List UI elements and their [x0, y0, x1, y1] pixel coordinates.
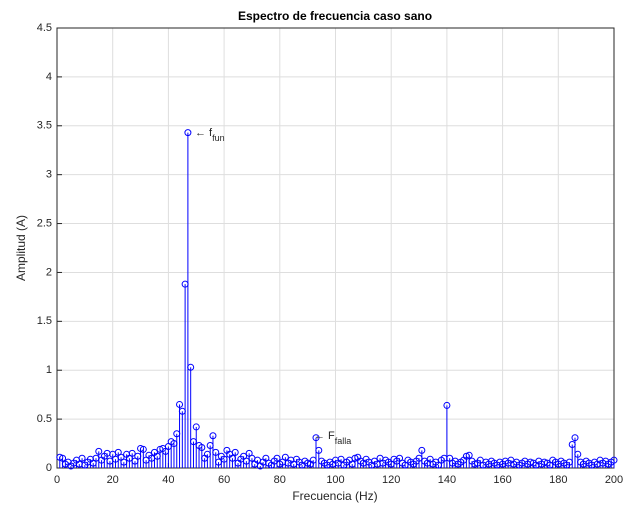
stem-marker: [209, 432, 217, 440]
stem-marker: [574, 450, 582, 458]
x-tick-label: 160: [493, 474, 511, 486]
stem-marker: [312, 434, 320, 442]
x-tick-label: 60: [218, 474, 230, 486]
stem-marker: [610, 456, 618, 464]
stem-marker: [198, 443, 206, 451]
y-tick-label: 2.5: [37, 217, 52, 229]
stem-marker: [418, 446, 426, 454]
x-tick-label: 120: [382, 474, 400, 486]
y-tick-label: 3.5: [37, 120, 52, 132]
stem-marker: [571, 434, 579, 442]
annotation: ← ffun: [195, 127, 225, 143]
stem-marker: [465, 451, 473, 459]
x-tick-label: 100: [326, 474, 344, 486]
stem-marker: [128, 449, 136, 457]
x-tick-label: 0: [54, 474, 60, 486]
stem-marker: [192, 423, 200, 431]
stem-marker: [187, 363, 195, 371]
annotation: ← Ffalla: [314, 430, 351, 446]
stem-marker: [443, 401, 451, 409]
annotation-subscript: falla: [335, 436, 352, 446]
x-axis-label: Frecuencia (Hz): [292, 489, 377, 503]
stem-marker: [139, 445, 147, 453]
stem-marker: [231, 448, 239, 456]
x-tick-label: 80: [274, 474, 286, 486]
stem-marker: [176, 400, 184, 408]
annotation-subscript: fun: [212, 133, 225, 143]
x-tick-label: 140: [438, 474, 456, 486]
x-tick-label: 20: [107, 474, 119, 486]
stem-marker: [315, 446, 323, 454]
stem-marker: [95, 447, 103, 455]
stem-marker: [59, 454, 67, 462]
stem-marker: [212, 448, 220, 456]
y-tick-label: 1: [46, 364, 52, 376]
stem-marker: [337, 455, 345, 463]
annotation-text: ← F: [314, 430, 335, 442]
annotation-text: ← f: [195, 127, 213, 139]
y-tick-label: 0: [46, 462, 52, 474]
x-tick-label: 40: [162, 474, 174, 486]
y-tick-label: 1.5: [37, 315, 52, 327]
y-tick-label: 2: [46, 266, 52, 278]
stem-marker: [184, 129, 192, 137]
stem-marker: [78, 454, 86, 462]
stem-marker: [273, 454, 281, 462]
x-tick-label: 180: [549, 474, 567, 486]
plot-area: 0 0.5 1 1.5 2 2.5 3 3.5 4 4.5 0 20 40 60 80 100 120 140 16…: [37, 22, 623, 486]
y-tick-label: 4: [46, 71, 52, 83]
y-tick-label: 0.5: [37, 413, 52, 425]
y-tick-label: 3: [46, 169, 52, 181]
chart-title: Espectro de frecuencia caso sano: [238, 9, 432, 23]
y-axis-label: Amplitud (A): [14, 215, 28, 281]
stem-marker: [281, 453, 289, 461]
y-tick-label: 4.5: [37, 22, 52, 34]
x-tick-label: 200: [605, 474, 623, 486]
